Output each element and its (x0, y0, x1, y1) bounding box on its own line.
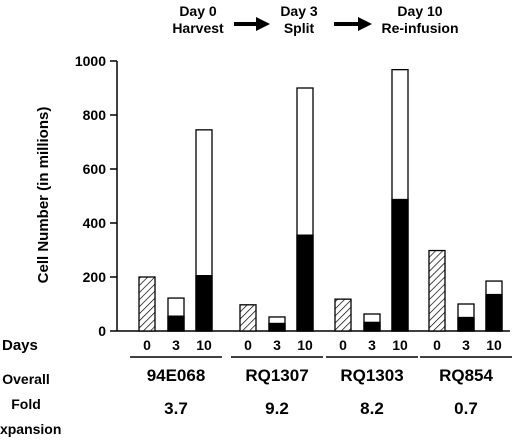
fold-expansion-value: 0.7 (454, 399, 478, 418)
step-day3-line2: Split (284, 20, 315, 36)
bar-RQ1303-day0 (334, 298, 352, 332)
step-day3-line1: Day 3 (280, 3, 318, 19)
y-tick-label: 200 (83, 269, 107, 285)
fold-label-line1: Overall (2, 371, 49, 387)
bar-RQ854-day10-black (485, 293, 503, 332)
process-header: Day 0 Harvest Day 3 Split Day 10 Re-infu… (172, 3, 458, 36)
step-day0-line2: Harvest (172, 20, 224, 36)
bar-RQ1307-day3-black (268, 322, 286, 332)
y-tick-label: 1000 (75, 53, 106, 69)
group-name-label: 94E068 (147, 366, 206, 385)
group-name-label: RQ1303 (340, 366, 403, 385)
day-tick-label: 10 (196, 337, 212, 353)
y-tick-label: 600 (83, 161, 107, 177)
bar-RQ1307-day10-black (296, 234, 314, 332)
step-day0-line1: Day 0 (179, 3, 217, 19)
day-tick-label: 3 (368, 337, 376, 353)
bar-RQ1307-day0 (239, 304, 257, 332)
group-labels: 0 3 10 94E068 3.7 0 3 10 RQ1307 9.2 0 3 10 RQ1303 8.2 0… (130, 337, 512, 418)
bar-94E068-day0 (138, 276, 156, 332)
fold-expansion-value: 9.2 (265, 399, 289, 418)
day-tick-label: 3 (462, 337, 470, 353)
bars (138, 68, 503, 332)
day-tick-label: 0 (433, 337, 441, 353)
day-tick-label: 0 (143, 337, 151, 353)
step-day10-line1: Day 10 (397, 3, 442, 19)
arrow-right-icon (334, 17, 372, 31)
day-tick-label: 0 (339, 337, 347, 353)
y-axis-label: Cell Number (in millions) (35, 107, 52, 284)
fold-label-line2: Fold (11, 396, 41, 412)
bar-94E068-day3-black (167, 315, 185, 332)
bar-RQ1303-day10-black (391, 198, 409, 332)
day-tick-label: 10 (297, 337, 313, 353)
fold-label-line3: Expansion (0, 421, 61, 437)
days-label: Days (2, 337, 38, 354)
bar-RQ1303-day3-black (363, 321, 381, 332)
day-tick-label: 10 (392, 337, 408, 353)
step-day10-line2: Re-infusion (382, 20, 459, 36)
y-tick-label: 400 (83, 215, 107, 231)
day-tick-label: 3 (172, 337, 180, 353)
day-tick-label: 10 (486, 337, 502, 353)
bar-94E068-day10-black (195, 274, 213, 332)
bar-RQ854-day0 (428, 249, 446, 332)
day-tick-label: 3 (273, 337, 281, 353)
bar-RQ854-day3-black (457, 316, 475, 332)
fold-expansion-value: 3.7 (164, 399, 188, 418)
y-tick-label: 0 (98, 323, 106, 339)
y-tick-label: 800 (83, 107, 107, 123)
day-tick-label: 0 (244, 337, 252, 353)
group-name-label: RQ1307 (245, 366, 308, 385)
group-name-label: RQ854 (439, 366, 493, 385)
arrow-right-icon (234, 17, 270, 31)
y-ticks: 0 200 400 600 800 1000 (75, 53, 117, 339)
fold-expansion-value: 8.2 (360, 399, 384, 418)
